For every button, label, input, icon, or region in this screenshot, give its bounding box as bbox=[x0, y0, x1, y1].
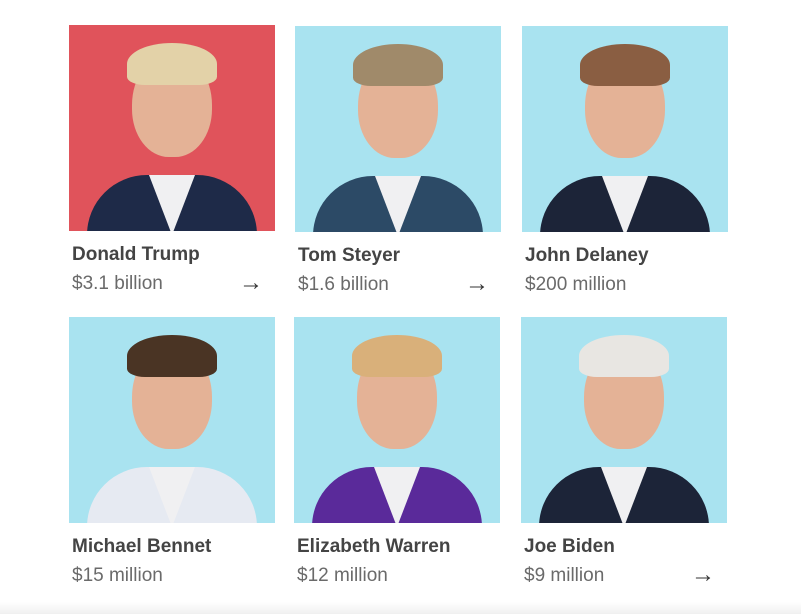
candidate-net-worth: $200 million bbox=[525, 274, 627, 295]
arrow-right-icon[interactable]: → bbox=[691, 561, 715, 588]
candidate-name: Elizabeth Warren bbox=[297, 536, 451, 557]
candidate-photo bbox=[69, 317, 275, 523]
candidate-photo bbox=[521, 317, 727, 523]
candidate-photo bbox=[294, 317, 500, 523]
candidate-name: John Delaney bbox=[525, 245, 649, 266]
candidate-photo bbox=[69, 25, 275, 231]
candidate-name: Tom Steyer bbox=[298, 245, 401, 266]
candidate-name: Donald Trump bbox=[72, 244, 200, 265]
portrait-hair bbox=[579, 335, 669, 377]
candidate-card[interactable]: John Delaney $200 million bbox=[522, 26, 728, 295]
portrait-hair bbox=[127, 335, 217, 377]
portrait-hair bbox=[353, 44, 443, 86]
candidate-photo bbox=[295, 26, 501, 232]
portrait-hair bbox=[127, 43, 217, 85]
candidate-card[interactable]: Joe Biden $9 million → bbox=[521, 317, 727, 588]
portrait-hair bbox=[352, 335, 442, 377]
candidate-name: Michael Bennet bbox=[72, 536, 212, 557]
candidate-net-worth: $12 million bbox=[297, 565, 388, 586]
candidate-photo bbox=[522, 26, 728, 232]
candidate-name: Joe Biden bbox=[524, 536, 615, 557]
candidate-card[interactable]: Elizabeth Warren $12 million bbox=[294, 317, 500, 586]
candidate-net-worth: $9 million bbox=[524, 565, 605, 586]
candidate-card[interactable]: Michael Bennet $15 million bbox=[69, 317, 275, 586]
candidate-net-worth: $1.6 billion bbox=[298, 274, 389, 295]
portrait-hair bbox=[580, 44, 670, 86]
candidate-card[interactable]: Tom Steyer $1.6 billion → bbox=[295, 26, 501, 297]
candidate-net-worth: $15 million bbox=[72, 565, 163, 586]
arrow-right-icon[interactable]: → bbox=[465, 270, 489, 297]
arrow-right-icon[interactable]: → bbox=[239, 269, 263, 296]
candidate-card[interactable]: Donald Trump $3.1 billion → bbox=[69, 25, 275, 296]
footer-band bbox=[0, 602, 801, 614]
candidate-net-worth: $3.1 billion bbox=[72, 273, 163, 294]
